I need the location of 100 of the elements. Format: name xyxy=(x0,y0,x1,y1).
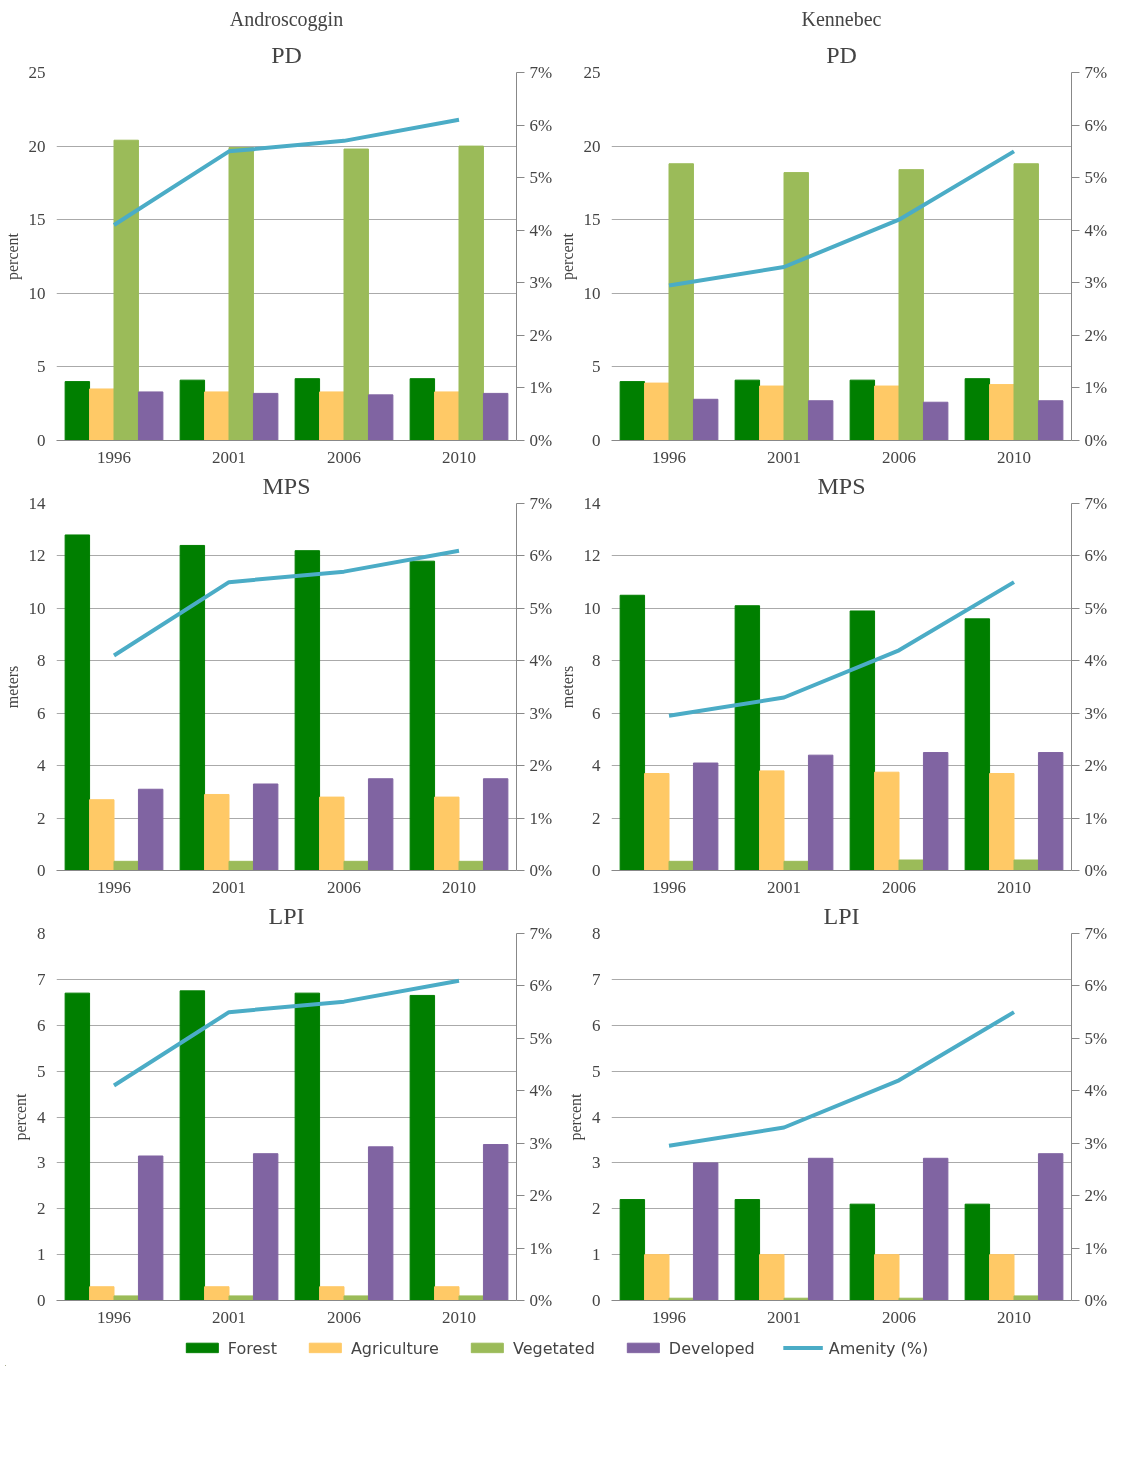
y-tick-label: 5 xyxy=(37,357,46,377)
x-tick-label: 2001 xyxy=(767,877,801,897)
y2-tick-label: 6% xyxy=(529,115,553,135)
y-tick-label: 1 xyxy=(592,1245,601,1265)
y-tick-label: 8 xyxy=(37,651,46,671)
y-tick-label: 0 xyxy=(37,1291,46,1310)
y-tick-label: 3 xyxy=(592,1153,601,1173)
y-tick-label: 6 xyxy=(37,703,46,723)
y-tick-label: 5 xyxy=(592,357,601,377)
x-tick-label: 2001 xyxy=(767,1307,801,1327)
y-axis-title: percent xyxy=(567,1092,585,1141)
y2-tick-label: 3% xyxy=(529,1133,553,1153)
y-tick-label: 2 xyxy=(592,1199,601,1219)
y2-tick-label: 5% xyxy=(1084,1028,1108,1048)
y2-tick-label: 1% xyxy=(1084,808,1108,828)
y-tick-label: 12 xyxy=(583,546,601,566)
y-tick-label: 3 xyxy=(37,1153,46,1173)
legend-label: Developed xyxy=(668,1338,755,1357)
y-tick-label: 0 xyxy=(37,861,46,880)
x-tick-label: 2010 xyxy=(997,1307,1031,1327)
y-axis-title: meters xyxy=(558,665,576,709)
chart-title: LPI xyxy=(823,902,860,929)
x-tick-label: 2006 xyxy=(882,1307,916,1327)
y2-tick-label: 6% xyxy=(529,546,553,566)
text: Androscoggin xyxy=(229,7,344,31)
y-tick-label: 4 xyxy=(592,1107,601,1127)
y-tick-label: 0 xyxy=(592,431,601,450)
y2-tick-label: 2% xyxy=(529,1186,553,1206)
chart-title: LPI xyxy=(268,902,305,929)
y-axis-title: meters xyxy=(3,665,21,709)
y2-tick-label: 2% xyxy=(1084,1186,1108,1206)
y-tick-label: 2 xyxy=(37,808,46,828)
x-tick-label: 1996 xyxy=(97,447,131,467)
x-tick-label: 2006 xyxy=(327,447,361,467)
legend-label: Amenity (%) xyxy=(828,1338,929,1357)
y2-tick-label: 5% xyxy=(1084,168,1108,188)
y-tick-label: 8 xyxy=(592,651,601,671)
y2-tick-label: 7% xyxy=(529,494,553,513)
y-tick-label: 25 xyxy=(583,63,601,82)
x-tick-label: 2006 xyxy=(882,447,916,467)
y2-tick-label: 4% xyxy=(529,651,553,671)
y-tick-label: 15 xyxy=(28,210,46,230)
y2-tick-label: 1% xyxy=(1084,1238,1108,1258)
y2-tick-label: 4% xyxy=(1084,1081,1108,1101)
y-tick-label: 0 xyxy=(592,861,601,880)
y2-tick-label: 1% xyxy=(529,808,553,828)
y2-tick-label: 5% xyxy=(1084,598,1108,618)
chart-title: PD xyxy=(271,41,302,68)
x-tick-label: 1996 xyxy=(97,1307,131,1327)
y-tick-label: 7 xyxy=(37,969,46,989)
x-tick-label: 2001 xyxy=(212,1307,246,1327)
y-tick-label: 6 xyxy=(37,1015,46,1035)
y2-tick-label: 3% xyxy=(529,273,553,293)
y2-tick-label: 0% xyxy=(529,431,553,450)
y2-tick-label: 3% xyxy=(529,703,553,723)
y-tick-label: 14 xyxy=(583,494,601,513)
y-tick-label: 10 xyxy=(28,598,46,618)
y-tick-label: 2 xyxy=(592,808,601,828)
x-tick-label: 1996 xyxy=(652,877,686,897)
y2-tick-label: 2% xyxy=(1084,756,1108,776)
y2-tick-label: 6% xyxy=(1084,976,1108,996)
y2-tick-label: 3% xyxy=(1084,703,1108,723)
y-tick-label: 4 xyxy=(37,1107,46,1127)
x-tick-label: 2001 xyxy=(212,447,246,467)
y-tick-label: 25 xyxy=(28,63,46,82)
y-tick-label: 0 xyxy=(37,431,46,450)
legend-label: Forest xyxy=(227,1338,277,1357)
y-tick-label: 0 xyxy=(592,1291,601,1310)
y2-tick-label: 7% xyxy=(1084,494,1108,513)
y-tick-label: 5 xyxy=(37,1061,46,1081)
y-tick-label: 10 xyxy=(583,283,601,303)
y-tick-label: 5 xyxy=(592,1061,601,1081)
x-tick-label: 2010 xyxy=(442,447,476,467)
y-tick-label: 7 xyxy=(592,969,601,989)
y2-tick-label: 4% xyxy=(529,1081,553,1101)
chart-title: MPS xyxy=(262,472,311,499)
x-tick-label: 1996 xyxy=(652,447,686,467)
y-tick-label: 20 xyxy=(583,136,601,156)
y2-tick-label: 2% xyxy=(1084,325,1108,345)
y-tick-label: 6 xyxy=(592,703,601,723)
y-tick-label: 4 xyxy=(592,756,601,776)
y-tick-label: 10 xyxy=(28,283,46,303)
y2-tick-label: 0% xyxy=(1084,861,1108,880)
y-tick-label: 1 xyxy=(37,1245,46,1265)
x-tick-label: 2001 xyxy=(212,877,246,897)
y2-tick-label: 1% xyxy=(529,1238,553,1258)
x-tick-label: 2010 xyxy=(997,447,1031,467)
y-tick-label: 14 xyxy=(28,494,46,513)
y2-tick-label: 4% xyxy=(1084,220,1108,240)
y2-tick-label: 1% xyxy=(529,378,553,398)
y-tick-label: 2 xyxy=(37,1199,46,1219)
legend-label: Agriculture xyxy=(350,1338,439,1357)
y-tick-label: 20 xyxy=(28,136,46,156)
y2-tick-label: 4% xyxy=(1084,651,1108,671)
y2-tick-label: 6% xyxy=(1084,546,1108,566)
x-tick-label: 2010 xyxy=(997,877,1031,897)
y-axis-title: percent xyxy=(12,1092,30,1141)
x-tick-label: 2010 xyxy=(442,877,476,897)
y2-tick-label: 7% xyxy=(1084,63,1108,82)
y2-tick-label: 0% xyxy=(1084,431,1108,450)
